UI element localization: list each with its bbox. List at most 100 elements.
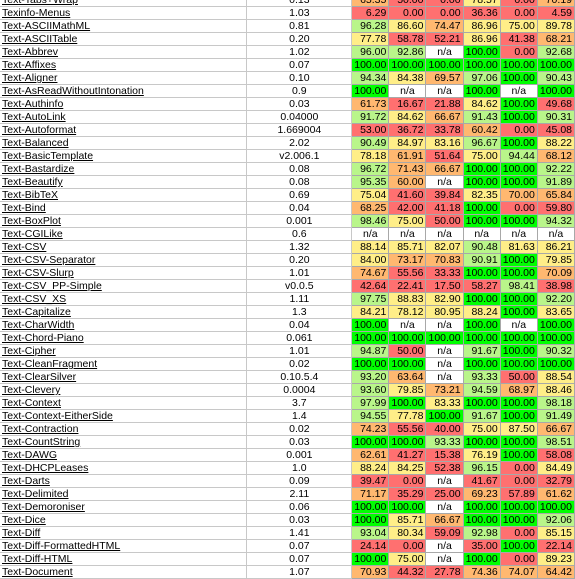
module-link[interactable]: Text-Balanced	[2, 137, 69, 149]
coverage-cell: 70.00	[499, 188, 538, 202]
coverage-cell: n/a	[425, 539, 464, 553]
module-name-cell: Text-CSV_XS	[0, 292, 248, 306]
module-link[interactable]: Text-CleanFragment	[2, 358, 98, 370]
coverage-cell: 100.00	[462, 292, 501, 306]
version-cell: 0.03	[246, 97, 353, 111]
module-link[interactable]: Text-Tabs+Wrap	[2, 0, 78, 6]
coverage-cell: n/a	[499, 318, 538, 332]
coverage-cell: 100.00	[351, 500, 390, 514]
module-link[interactable]: Text-Contraction	[2, 423, 79, 435]
module-link[interactable]: Text-Cipher	[2, 345, 56, 357]
module-name-cell: Text-ClearSilver	[0, 370, 248, 384]
module-link[interactable]: Text-Context	[2, 397, 61, 409]
coverage-cell: n/a	[425, 45, 464, 59]
module-link[interactable]: Texinfo-Menus	[2, 7, 71, 19]
coverage-cell: 35.00	[462, 539, 501, 553]
module-link[interactable]: Text-Clevery	[2, 384, 61, 396]
coverage-cell: 90.43	[536, 71, 575, 85]
coverage-cell: 85.71	[388, 513, 427, 527]
module-link[interactable]: Text-Abbrev	[2, 46, 59, 58]
module-link[interactable]: Text-BoxPlot	[2, 215, 61, 227]
module-name-cell: Texinfo-Menus	[0, 6, 248, 20]
coverage-cell: 100.00	[462, 396, 501, 410]
module-link[interactable]: Text-Darts	[2, 475, 50, 487]
module-link[interactable]: Text-Delimited	[2, 488, 69, 500]
module-link[interactable]: Text-Aligner	[2, 72, 58, 84]
coverage-cell: 84.62	[388, 110, 427, 124]
coverage-cell: 60.42	[462, 123, 501, 137]
module-link[interactable]: Text-Diff	[2, 527, 41, 539]
coverage-cell: 66.67	[425, 513, 464, 527]
coverage-cell: 100.00	[351, 58, 390, 72]
coverage-cell: 100.00	[499, 331, 538, 345]
coverage-cell: 59.09	[425, 526, 464, 540]
coverage-cell: 83.65	[536, 305, 575, 319]
version-cell: 0.20	[246, 253, 353, 267]
module-link[interactable]: Text-Diff-HTML	[2, 553, 73, 565]
module-link[interactable]: Text-Authinfo	[2, 98, 64, 110]
module-link[interactable]: Text-CSV-Slurp	[2, 267, 74, 279]
coverage-cell: 97.06	[462, 71, 501, 85]
module-link[interactable]: Text-BibTeX	[2, 189, 59, 201]
coverage-cell: n/a	[425, 227, 464, 241]
module-link[interactable]: Text-DAWG	[2, 449, 58, 461]
module-link[interactable]: Text-Capitalize	[2, 306, 71, 318]
module-name-cell: Text-Autoformat	[0, 123, 248, 137]
coverage-cell: 75.00	[462, 149, 501, 163]
module-link[interactable]: Text-Dice	[2, 514, 46, 526]
module-link[interactable]: Text-Diff-FormattedHTML	[2, 540, 121, 552]
coverage-cell: 100.00	[425, 331, 464, 345]
module-link[interactable]: Text-BasicTemplate	[2, 150, 94, 162]
coverage-cell: 100.00	[351, 435, 390, 449]
coverage-cell: 79.85	[536, 253, 575, 267]
module-link[interactable]: Text-DHCPLeases	[2, 462, 89, 474]
module-link[interactable]: Text-ASCIIMathML	[2, 20, 91, 32]
module-link[interactable]: Text-Beautify	[2, 176, 63, 188]
coverage-cell: 84.38	[388, 71, 427, 85]
coverage-cell: 45.08	[536, 123, 575, 137]
module-link[interactable]: Text-CountString	[2, 436, 81, 448]
module-link[interactable]: Text-Chord-Piano	[2, 332, 84, 344]
version-cell: 0.061	[246, 331, 353, 345]
module-link[interactable]: Text-Bastardize	[2, 163, 75, 175]
module-link[interactable]: Text-Context-EitherSide	[2, 410, 113, 422]
module-link[interactable]: Text-ClearSilver	[2, 371, 77, 383]
module-name-cell: Text-Clevery	[0, 383, 248, 397]
coverage-cell: 33.33	[425, 266, 464, 280]
table-row: Text-Affixes 0.07 100.00 100.00 100.00 100.00…	[0, 58, 575, 72]
coverage-cell: 93.33	[425, 435, 464, 449]
coverage-cell: 22.14	[536, 539, 575, 553]
module-link[interactable]: Text-CGILike	[2, 228, 63, 240]
coverage-cell: 100.00	[388, 435, 427, 449]
coverage-cell: 100.00	[499, 266, 538, 280]
module-link[interactable]: Text-CSV_XS	[2, 293, 67, 305]
module-link[interactable]: Text-AsReadWithoutIntonation	[2, 85, 144, 97]
coverage-cell: 98.46	[351, 214, 390, 228]
module-link[interactable]: Text-Affixes	[2, 59, 57, 71]
module-name-cell: Text-Cipher	[0, 344, 248, 358]
coverage-cell: 91.43	[462, 110, 501, 124]
coverage-cell: 100.00	[388, 357, 427, 371]
module-link[interactable]: Text-AutoLink	[2, 111, 66, 123]
module-link[interactable]: Text-Demoroniser	[2, 501, 85, 513]
coverage-cell: 32.79	[536, 474, 575, 488]
coverage-cell: 0.00	[499, 201, 538, 215]
module-name-cell: Text-Abbrev	[0, 45, 248, 59]
module-link[interactable]: Text-Autoformat	[2, 124, 77, 136]
module-link[interactable]: Text-Document	[2, 566, 73, 578]
coverage-cell: 75.00	[499, 19, 538, 33]
coverage-cell: 100.00	[388, 396, 427, 410]
coverage-cell: 4.59	[536, 6, 575, 20]
module-link[interactable]: Text-CharWidth	[2, 319, 75, 331]
module-link[interactable]: Text-CSV_PP-Simple	[2, 280, 102, 292]
table-row: Text-CSV_PP-Simple v0.0.5 42.64 22.41 17.50 5…	[0, 279, 575, 293]
version-cell: 0.20	[246, 32, 353, 46]
coverage-cell: 50.00	[425, 214, 464, 228]
coverage-cell: 100.00	[351, 513, 390, 527]
module-link[interactable]: Text-CSV	[2, 241, 47, 253]
module-link[interactable]: Text-CSV-Separator	[2, 254, 96, 266]
module-link[interactable]: Text-ASCIITable	[2, 33, 78, 45]
coverage-cell: n/a	[425, 175, 464, 189]
module-link[interactable]: Text-Bind	[2, 202, 46, 214]
